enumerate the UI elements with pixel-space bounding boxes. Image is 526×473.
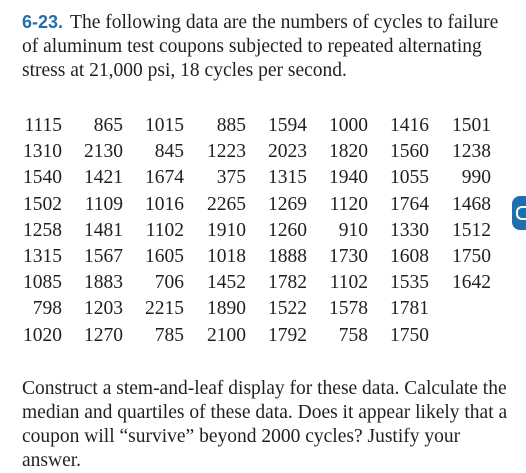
table-cell: 1782 xyxy=(268,272,307,294)
table-cell: 1223 xyxy=(207,141,246,163)
table-cell: 1910 xyxy=(207,219,246,241)
table-cell: 1203 xyxy=(84,298,123,320)
table-row: 1315 1567 1605 1018 1888 1730 1608 1750 xyxy=(16,244,491,270)
table-cell: 785 xyxy=(154,324,184,346)
table-cell: 1750 xyxy=(452,246,491,268)
table-cell: 1502 xyxy=(23,193,62,215)
table-cell: 1016 xyxy=(145,193,184,215)
cycles-data-table: 1115 865 1015 885 1594 1000 1416 1501 1310 2130 84… xyxy=(16,113,491,349)
table-row: 1085 1883 706 1452 1782 1102 1535 1642 xyxy=(16,270,491,296)
table-cell: 1781 xyxy=(390,298,429,320)
table-cell: 706 xyxy=(154,272,184,294)
table-cell: 1120 xyxy=(329,193,368,215)
table-cell: 1605 xyxy=(145,246,184,268)
data-table-body: 1115 865 1015 885 1594 1000 1416 1501 1310 2130 84… xyxy=(16,113,491,349)
table-cell: 1567 xyxy=(84,246,123,268)
table-cell: 1020 xyxy=(23,324,62,346)
table-cell: 865 xyxy=(93,115,123,137)
table-cell: 1115 xyxy=(24,115,62,137)
table-cell: 1820 xyxy=(329,141,368,163)
table-row: 1115 865 1015 885 1594 1000 1416 1501 xyxy=(16,113,491,139)
table-cell: 1642 xyxy=(452,272,491,294)
table-cell: 910 xyxy=(338,219,368,241)
table-cell: 1750 xyxy=(390,324,429,346)
table-cell: 990 xyxy=(461,167,491,189)
table-cell: 758 xyxy=(338,324,368,346)
side-tab-glyph-icon xyxy=(516,206,526,220)
table-cell: 1330 xyxy=(390,219,429,241)
problem-text: The following data are the numbers of cy… xyxy=(22,12,499,81)
table-cell: 1940 xyxy=(329,167,368,189)
table-cell: 1883 xyxy=(84,272,123,294)
table-row: 1310 2130 845 1223 2023 1820 1560 1238 xyxy=(16,139,491,165)
table-cell: 1535 xyxy=(390,272,429,294)
table-cell: 1512 xyxy=(452,219,491,241)
table-cell: 2130 xyxy=(84,141,123,163)
table-cell: 1578 xyxy=(329,298,368,320)
table-cell: 845 xyxy=(154,141,184,163)
table-cell: 1730 xyxy=(329,246,368,268)
table-cell: 1468 xyxy=(452,193,491,215)
table-cell: 1269 xyxy=(268,193,307,215)
table-cell: 1540 xyxy=(23,167,62,189)
table-cell: 1792 xyxy=(268,324,307,346)
table-cell: 1315 xyxy=(268,167,307,189)
instructions-text: Construct a stem-and-leaf display for th… xyxy=(22,378,508,471)
table-cell: 1522 xyxy=(268,298,307,320)
table-cell: 1421 xyxy=(84,167,123,189)
table-cell: 1481 xyxy=(84,219,123,241)
table-cell: 1000 xyxy=(329,115,368,137)
table-cell: 1560 xyxy=(390,141,429,163)
table-cell: 1501 xyxy=(452,115,491,137)
table-cell: 1270 xyxy=(84,324,123,346)
table-cell: 1608 xyxy=(390,246,429,268)
table-cell: 1015 xyxy=(145,115,184,137)
table-cell: 2215 xyxy=(145,298,184,320)
table-cell: 1315 xyxy=(23,246,62,268)
table-cell: 1674 xyxy=(145,167,184,189)
table-cell: 885 xyxy=(216,115,246,137)
table-cell: 1055 xyxy=(390,167,429,189)
problem-number: 6-23. xyxy=(22,12,64,32)
table-cell: 1764 xyxy=(390,193,429,215)
table-cell xyxy=(429,296,491,322)
table-cell: 1890 xyxy=(207,298,246,320)
table-cell: 375 xyxy=(216,167,246,189)
table-row: 1258 1481 1102 1910 1260 910 1330 1512 xyxy=(16,218,491,244)
table-cell: 1258 xyxy=(23,219,62,241)
table-row: 1502 1109 1016 2265 1269 1120 1764 1468 xyxy=(16,192,491,218)
table-cell: 1238 xyxy=(452,141,491,163)
table-cell: 2265 xyxy=(207,193,246,215)
table-cell: 1102 xyxy=(329,272,368,294)
table-cell: 1085 xyxy=(23,272,62,294)
table-cell xyxy=(429,323,491,349)
table-cell: 1260 xyxy=(268,219,307,241)
table-cell: 1452 xyxy=(207,272,246,294)
table-cell: 1109 xyxy=(84,193,123,215)
table-cell: 1102 xyxy=(145,219,184,241)
table-cell: 1594 xyxy=(268,115,307,137)
table-row: 1020 1270 785 2100 1792 758 1750 xyxy=(16,323,491,349)
table-cell: 1310 xyxy=(23,141,62,163)
table-cell: 1018 xyxy=(207,246,246,268)
table-row: 1540 1421 1674 375 1315 1940 1055 990 xyxy=(16,165,491,191)
table-cell: 1416 xyxy=(390,115,429,137)
table-cell: 2023 xyxy=(268,141,307,163)
table-cell: 798 xyxy=(32,298,62,320)
side-tab-icon[interactable] xyxy=(512,196,526,230)
table-row: 798 1203 2215 1890 1522 1578 1781 xyxy=(16,296,491,322)
table-cell: 1888 xyxy=(268,246,307,268)
table-cell: 2100 xyxy=(207,324,246,346)
problem-statement: 6-23. The following data are the numbers … xyxy=(22,10,512,83)
